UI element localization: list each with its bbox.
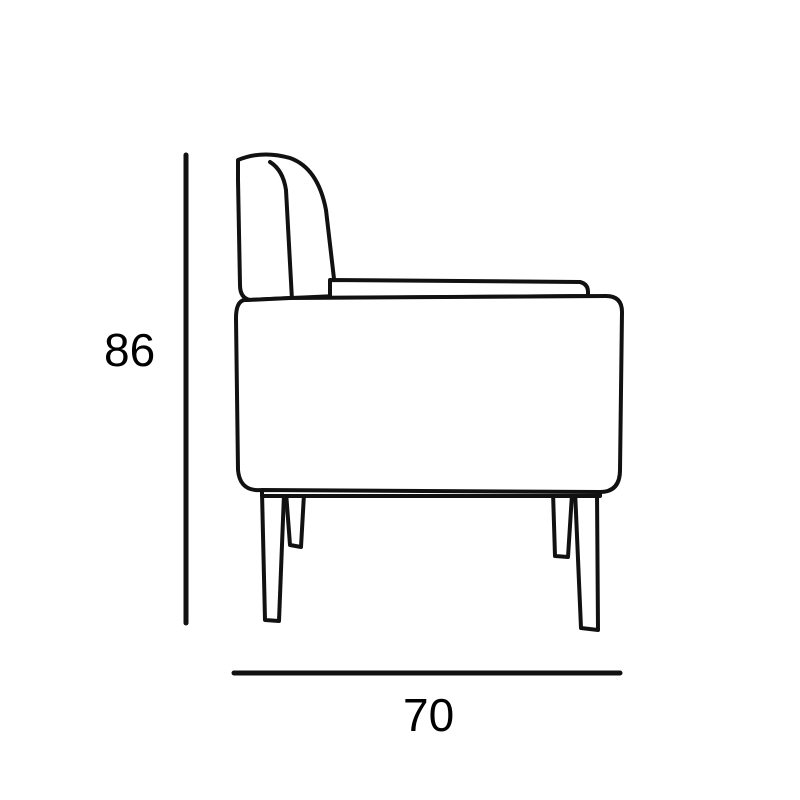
- width-dimension-label: 70: [403, 689, 455, 741]
- front-left-leg: [260, 490, 286, 623]
- height-dimension-label: 86: [104, 324, 156, 376]
- backrest-side-seam: [268, 160, 294, 302]
- rear-right-leg: [551, 490, 574, 559]
- front-right-leg: [573, 488, 600, 632]
- seat-body: [234, 294, 624, 494]
- rear-left-leg: [284, 490, 306, 549]
